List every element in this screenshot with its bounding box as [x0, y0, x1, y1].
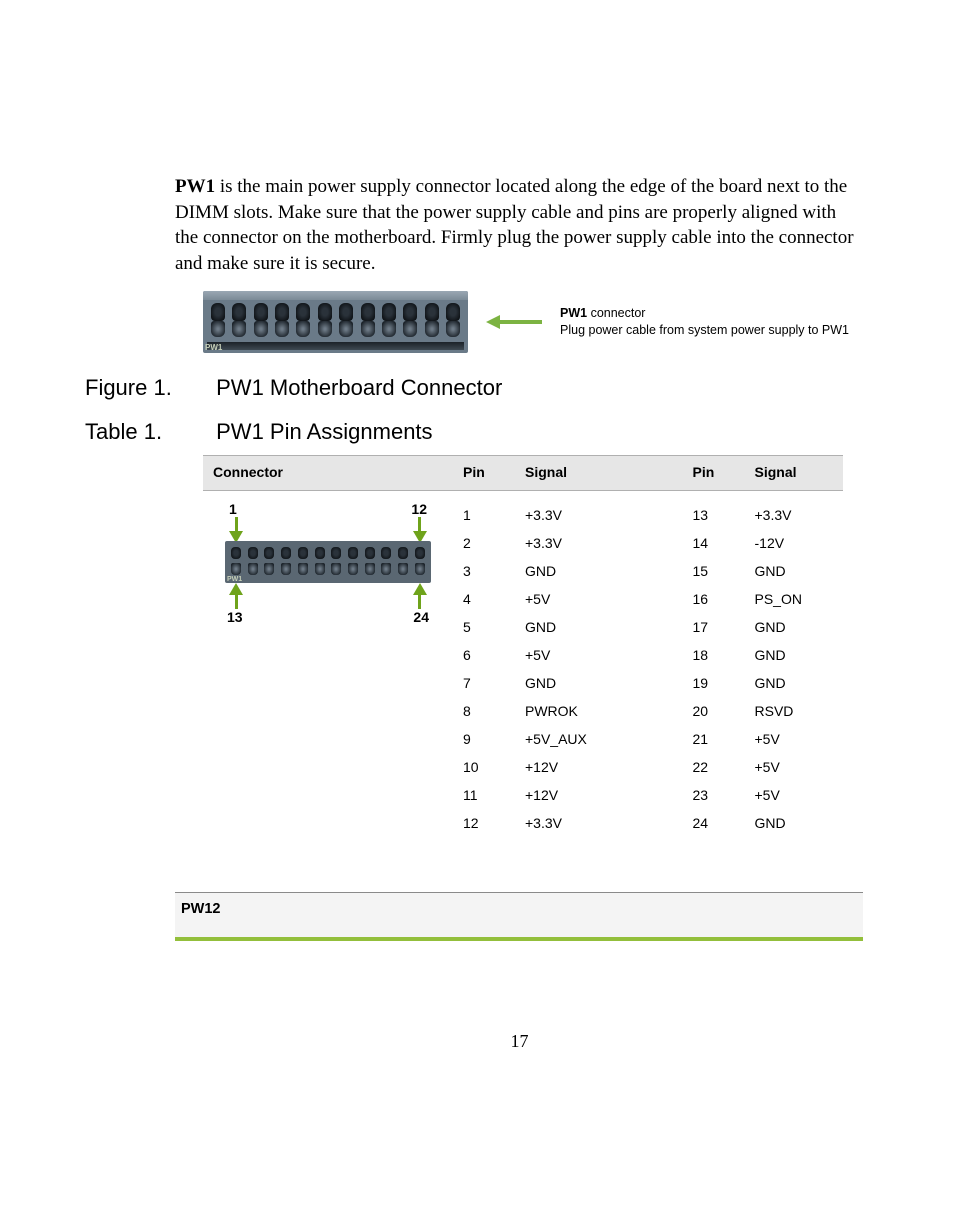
cell-pin: 21	[683, 725, 745, 753]
cell-signal: +3.3V	[515, 490, 635, 529]
cell-pin: 16	[683, 585, 745, 613]
page-number: 17	[175, 1031, 864, 1052]
cell-pin: 15	[683, 557, 745, 585]
cell-signal: +5V	[745, 781, 844, 809]
cell-signal: +5V	[515, 585, 635, 613]
cell-signal: +3.3V	[515, 809, 635, 837]
table-heading: Table 1. PW1 Pin Assignments	[85, 419, 864, 445]
th-signal-a: Signal	[515, 455, 635, 490]
table-row: 1 12 13 24	[203, 490, 843, 529]
cell-pin: 17	[683, 613, 745, 641]
intro-paragraph: PW1 is the main power supply connector l…	[175, 174, 864, 277]
figure-title: PW1 Motherboard Connector	[216, 375, 502, 400]
th-spacer	[635, 455, 683, 490]
pin-label-1: 1	[229, 501, 237, 517]
cell-signal: GND	[745, 669, 844, 697]
cell-pin: 3	[453, 557, 515, 585]
cell-pin: 14	[683, 529, 745, 557]
figure-caption: PW1 connector Plug power cable from syst…	[560, 305, 849, 339]
cell-pin: 12	[453, 809, 515, 837]
table-header-row: Connector Pin Signal Pin Signal	[203, 455, 843, 490]
cell-signal: +5V	[745, 725, 844, 753]
cell-signal: GND	[745, 641, 844, 669]
document-page: PW1 is the main power supply connector l…	[0, 0, 954, 1112]
pin-label-12: 12	[411, 501, 427, 517]
arrow-icon	[486, 317, 542, 327]
cell-pin: 22	[683, 753, 745, 781]
figure-heading: Figure 1. PW1 Motherboard Connector	[85, 375, 864, 401]
cell-signal: GND	[515, 557, 635, 585]
table-number: Table 1.	[85, 419, 210, 445]
pw1-connector-photo: PW1	[203, 291, 468, 353]
cell-pin: 8	[453, 697, 515, 725]
cell-signal: PS_ON	[745, 585, 844, 613]
pin-label-13: 13	[227, 609, 243, 625]
cell-signal: +5V	[745, 753, 844, 781]
figure-number: Figure 1.	[85, 375, 210, 401]
connector-diagram-cell: 1 12 13 24	[203, 490, 453, 837]
cell-signal: GND	[745, 613, 844, 641]
cell-signal: GND	[745, 557, 844, 585]
cell-pin: 24	[683, 809, 745, 837]
intro-text: is the main power supply connector locat…	[175, 176, 854, 274]
caption-rest1: connector	[587, 306, 645, 320]
cell-signal: +12V	[515, 781, 635, 809]
cell-signal: +5V	[515, 641, 635, 669]
caption-line2: Plug power cable from system power suppl…	[560, 323, 849, 337]
cell-pin: 7	[453, 669, 515, 697]
cell-pin: 10	[453, 753, 515, 781]
cell-signal: +12V	[515, 753, 635, 781]
cell-signal: +5V_AUX	[515, 725, 635, 753]
pw12-heading: PW12	[175, 892, 863, 941]
cell-signal: +3.3V	[515, 529, 635, 557]
th-connector: Connector	[203, 455, 453, 490]
th-pin-a: Pin	[453, 455, 515, 490]
cell-pin: 13	[683, 490, 745, 529]
pin-assignment-table: Connector Pin Signal Pin Signal 1 12 13	[203, 455, 843, 837]
cell-pin: 5	[453, 613, 515, 641]
th-signal-b: Signal	[745, 455, 844, 490]
cell-pin: 18	[683, 641, 745, 669]
figure-1: PW1 PW1 connector Plug power cable from …	[203, 291, 864, 353]
cell-signal: PWROK	[515, 697, 635, 725]
th-pin-b: Pin	[683, 455, 745, 490]
cell-signal: GND	[515, 613, 635, 641]
cell-pin: 6	[453, 641, 515, 669]
cell-pin: 2	[453, 529, 515, 557]
intro-bold-lead: PW1	[175, 176, 215, 197]
cell-signal: RSVD	[745, 697, 844, 725]
cell-signal: GND	[515, 669, 635, 697]
cell-pin: 1	[453, 490, 515, 529]
connector-pin-diagram: 1 12 13 24	[223, 503, 433, 623]
pin-label-24: 24	[413, 609, 429, 625]
cell-signal: GND	[745, 809, 844, 837]
cell-pin: 20	[683, 697, 745, 725]
cell-pin: 19	[683, 669, 745, 697]
cell-pin: 11	[453, 781, 515, 809]
caption-bold: PW1	[560, 306, 587, 320]
pw12-section: PW12	[175, 892, 863, 941]
cell-signal: +3.3V	[745, 490, 844, 529]
table-title: PW1 Pin Assignments	[216, 419, 432, 444]
cell-pin: 4	[453, 585, 515, 613]
cell-signal: -12V	[745, 529, 844, 557]
cell-pin: 23	[683, 781, 745, 809]
cell-pin: 9	[453, 725, 515, 753]
